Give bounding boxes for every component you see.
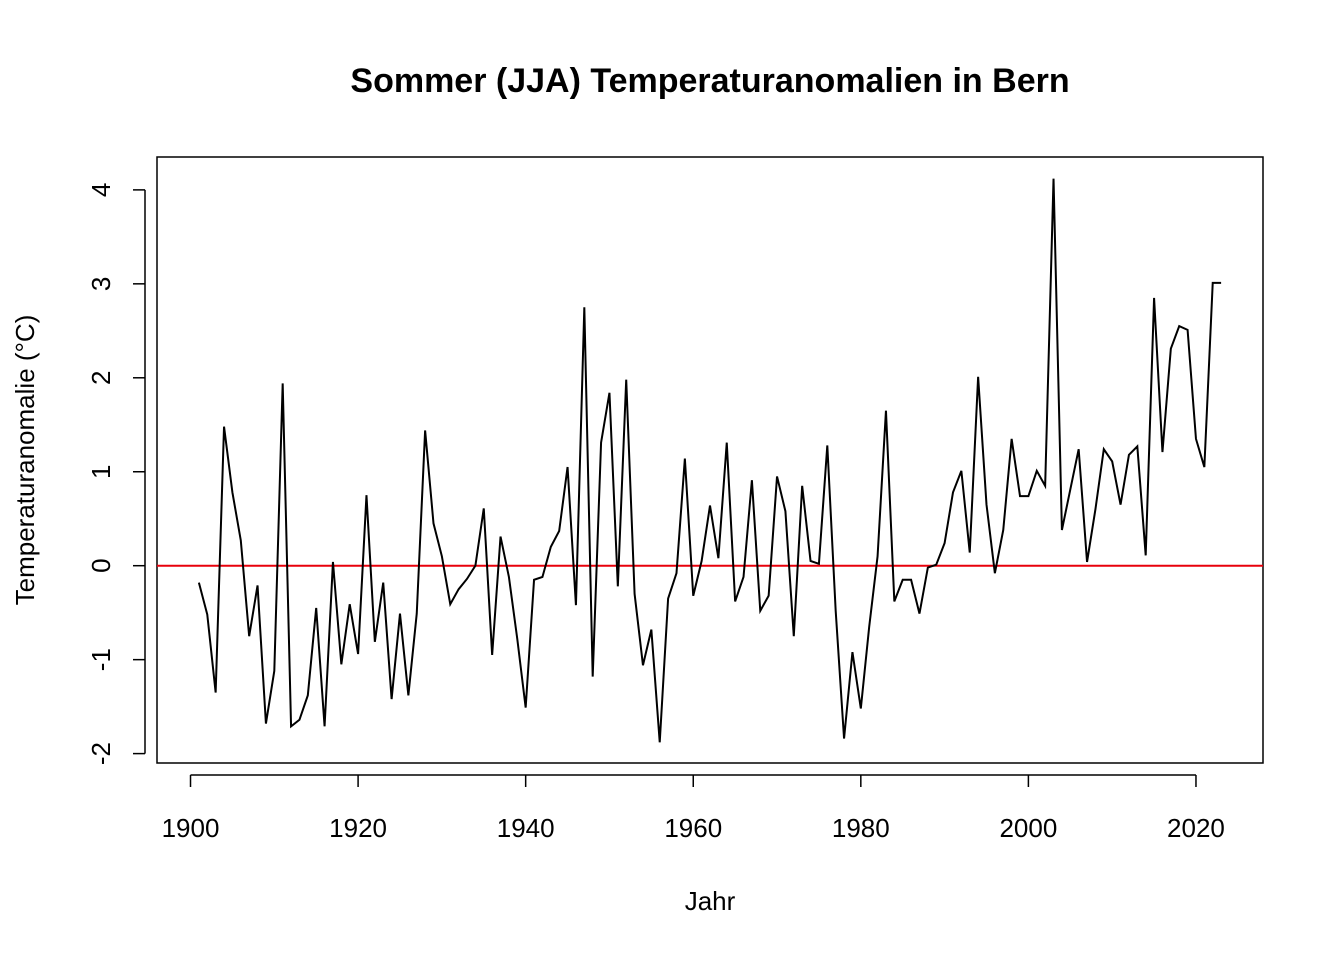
x-axis: 1900 1920 1940 1960 1980 2000 2020 <box>162 775 1225 843</box>
x-tick-label: 1960 <box>664 813 722 843</box>
y-tick-label: 4 <box>86 183 116 197</box>
y-tick-label: -2 <box>86 742 116 765</box>
y-tick-label: 3 <box>86 277 116 291</box>
y-tick-label: 2 <box>86 371 116 385</box>
y-tick-label: -1 <box>86 648 116 671</box>
x-tick-label: 1980 <box>832 813 890 843</box>
x-tick-label: 1920 <box>329 813 387 843</box>
x-tick-label: 2020 <box>1167 813 1225 843</box>
plot-frame <box>157 157 1263 763</box>
x-tick-label: 1900 <box>162 813 220 843</box>
series-points <box>199 179 1221 743</box>
y-axis-label: Temperaturanomalie (°C) <box>10 315 40 606</box>
x-tick-label: 2000 <box>999 813 1057 843</box>
series-line-anomalie <box>199 179 1221 743</box>
x-tick-label: 1940 <box>497 813 555 843</box>
y-tick-label: 1 <box>86 465 116 479</box>
chart-title: Sommer (JJA) Temperaturanomalien in Bern <box>350 62 1069 100</box>
y-tick-label: 0 <box>86 558 116 572</box>
x-axis-label: Jahr <box>685 886 736 916</box>
y-axis: -2 -1 0 1 2 3 4 <box>86 183 145 766</box>
